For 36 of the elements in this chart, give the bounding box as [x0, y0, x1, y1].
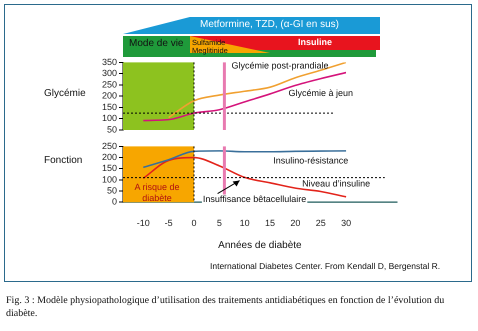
x-axis-title: Années de diabète [218, 240, 302, 251]
x-tick-label: -5 [164, 218, 173, 228]
x-tick-label: 25 [316, 218, 326, 228]
series-label: Glycémie post-prandiale [232, 60, 329, 71]
y-axis-title: Fonction [44, 155, 82, 166]
y-tick-label: 100 [102, 174, 117, 184]
y-tick-label: 350 [102, 56, 117, 67]
caption: Fig. 3 : Modèle physiopathologique d’utilisation des traitements antidiabétiques en fonction de l’évolution du diabète. [6, 294, 446, 320]
text: Metformine, TZD, (α-GI en sus) [200, 19, 339, 30]
series-label: Insulino-résistance [273, 156, 348, 166]
y-tick-label: 100 [102, 113, 117, 124]
y-tick-label: 200 [102, 152, 117, 162]
x-tick-label: -10 [136, 218, 150, 228]
y-tick-label: 200 [102, 90, 117, 101]
text: Mode de vie [129, 38, 184, 49]
series-label: Niveau d’insuline [302, 178, 370, 188]
annotation: Insuffisance bêtacellulaire [202, 194, 306, 204]
y-tick-label: 300 [102, 68, 117, 78]
y-tick-label: 50 [106, 124, 117, 134]
x-tick-label: 15 [265, 218, 276, 228]
x-tick-label: 5 [216, 218, 222, 228]
series-label: Glycémie à jeun [288, 88, 353, 98]
text: Insuline [298, 37, 332, 47]
x-tick-label: 20 [290, 218, 300, 228]
y-tick-label: 0 [112, 196, 117, 207]
annotation: A risque de diabète [134, 182, 180, 204]
y-axis-title: Glycémie [44, 88, 86, 99]
x-tick-label: 30 [341, 218, 352, 228]
x-tick-label: 0 [191, 218, 196, 228]
y-tick-label: 250 [102, 140, 117, 151]
x-tick-label: 10 [240, 218, 250, 228]
y-tick-label: 150 [102, 102, 117, 112]
text: International Diabetes Center. From Kendall D, Bergenstal R. [210, 261, 440, 271]
y-tick-label: 150 [102, 163, 117, 174]
y-tick-label: 50 [106, 186, 117, 196]
y-tick-label: 250 [102, 79, 117, 90]
